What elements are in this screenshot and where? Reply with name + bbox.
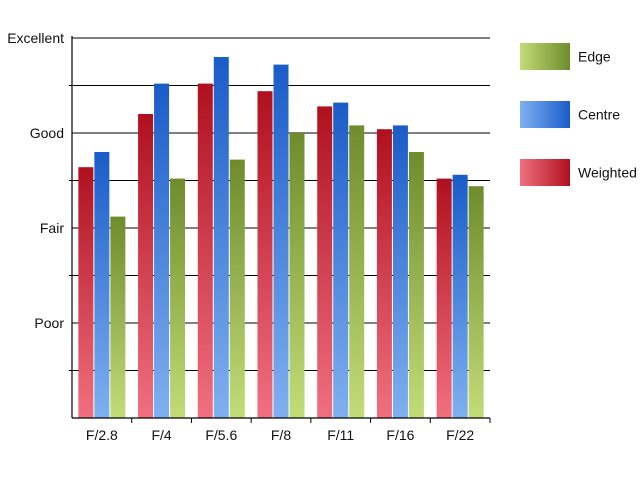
x-tick-label-f-16: F/16 xyxy=(386,427,414,443)
legend-label-weighted: Weighted xyxy=(578,165,637,181)
legend-swatch-edge xyxy=(520,43,570,70)
y-tick-label-poor: Poor xyxy=(34,315,64,331)
bar-weighted-f-11 xyxy=(317,106,333,419)
x-tick-label-f-4: F/4 xyxy=(151,427,171,443)
x-tick-label-f-22: F/22 xyxy=(446,427,474,443)
bar-edge-f-8 xyxy=(289,133,305,418)
bar-centre-f-4 xyxy=(154,83,170,418)
y-tick-label-fair: Fair xyxy=(40,220,64,236)
legend-swatch-centre xyxy=(520,101,570,128)
bar-edge-f-4 xyxy=(170,178,186,418)
bar-centre-f-11 xyxy=(333,102,349,418)
bar-weighted-f-8 xyxy=(257,91,273,418)
axes: Poor Fair Good Excellent F/2.8 F/4 F/5.6 F/8 F/1… xyxy=(7,30,491,443)
bar-centre-f-5-6 xyxy=(213,57,229,418)
bar-weighted-f-16 xyxy=(376,129,392,418)
bar-edge-f-2-8 xyxy=(110,216,126,418)
bar-weighted-f-2-8 xyxy=(78,167,94,418)
x-tick-label-f-11: F/11 xyxy=(327,427,354,443)
bar-weighted-f-4 xyxy=(138,114,154,418)
bar-weighted-f-22 xyxy=(436,178,452,418)
bar-centre-f-2-8 xyxy=(94,152,110,418)
x-tick-label-f-8: F/8 xyxy=(271,427,291,443)
y-tick-label-excellent: Excellent xyxy=(7,30,64,46)
x-tick-label-f-5-6: F/5.6 xyxy=(205,427,237,443)
bar-centre-f-8 xyxy=(273,64,289,418)
bar-edge-f-11 xyxy=(349,125,365,419)
legend-label-edge: Edge xyxy=(578,49,611,65)
bar-edge-f-16 xyxy=(408,152,424,418)
bar-edge-f-5-6 xyxy=(229,159,245,418)
y-tick-label-good: Good xyxy=(30,125,64,141)
bar-centre-f-16 xyxy=(392,125,408,419)
x-tick-label-f-2-8: F/2.8 xyxy=(86,427,118,443)
bar-edge-f-22 xyxy=(468,186,484,418)
legend-swatch-weighted xyxy=(520,159,570,186)
legend: Edge Centre Weighted xyxy=(520,43,637,186)
bar-centre-f-22 xyxy=(452,174,468,418)
bars xyxy=(78,57,484,419)
legend-label-centre: Centre xyxy=(578,107,620,123)
bar-weighted-f-5-6 xyxy=(197,83,213,418)
